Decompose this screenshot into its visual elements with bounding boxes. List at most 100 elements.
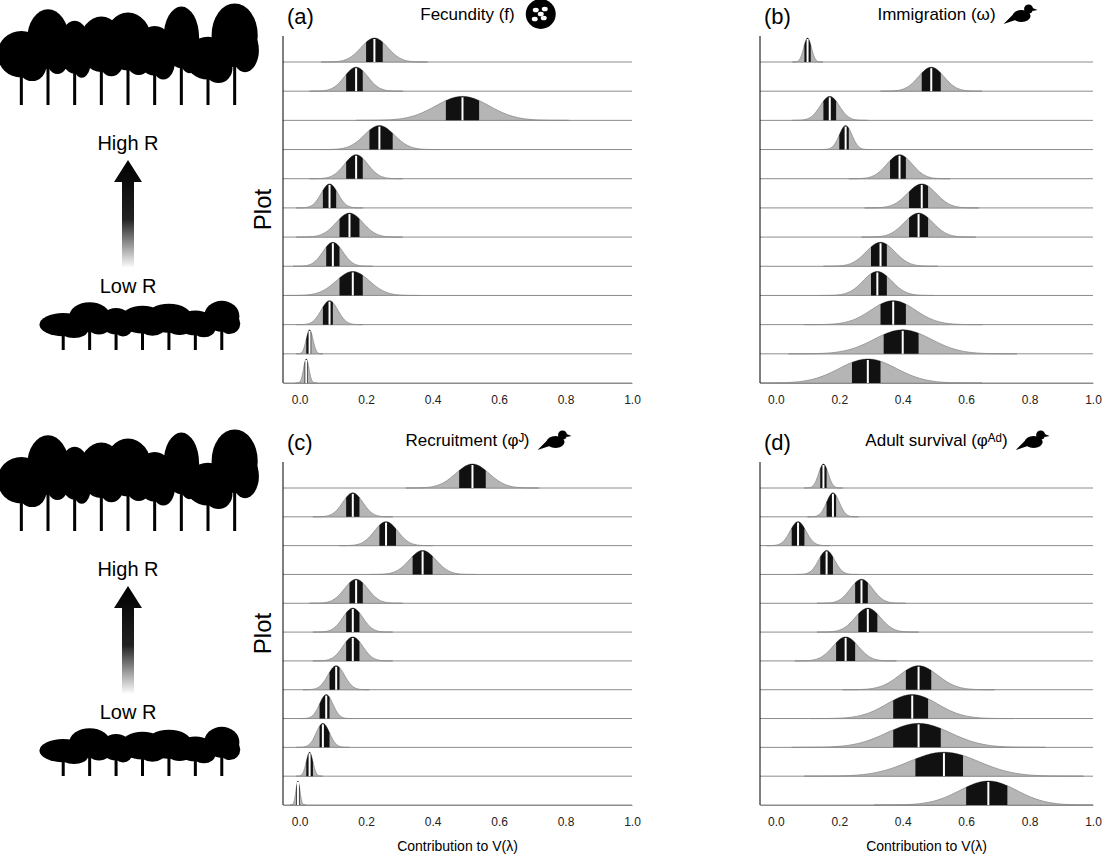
density: [313, 637, 393, 661]
low-label: Low R: [100, 701, 157, 723]
tick-label: 0.6: [491, 393, 508, 407]
median-line: [355, 580, 357, 603]
tick: 0.8: [558, 383, 575, 407]
tree-crown: [231, 454, 259, 498]
tick: 0.4: [895, 805, 912, 829]
density: [804, 464, 842, 488]
median-line: [867, 609, 869, 632]
interval-band: [346, 493, 359, 517]
tick-label: 0.0: [768, 393, 785, 407]
density: [310, 579, 403, 603]
density: [792, 38, 822, 62]
density: [290, 781, 306, 805]
tick-label: 0.8: [1022, 815, 1039, 829]
density: [804, 752, 1083, 776]
bird-icon: [1024, 5, 1033, 14]
tick-label: 0.4: [895, 393, 912, 407]
egg-icon: [541, 16, 547, 21]
tick: 0.2: [358, 805, 375, 829]
median-line: [355, 156, 357, 179]
density: [792, 723, 1046, 747]
interval-band: [346, 637, 359, 661]
median-line: [471, 465, 473, 488]
interval-band: [966, 781, 1007, 805]
interval-band: [871, 271, 887, 295]
tick-label: 1.0: [624, 393, 641, 407]
row-baseline: [283, 805, 632, 806]
interval-band: [915, 752, 963, 776]
tick: 0.2: [831, 805, 848, 829]
interval-band: [881, 301, 906, 325]
axis-line: [761, 383, 1094, 384]
median-line: [461, 97, 463, 120]
tick: 0.0: [292, 805, 309, 829]
tick-label: 0.4: [425, 815, 442, 829]
distributions: [766, 464, 1093, 805]
density: [286, 271, 419, 295]
figure: 0.00.20.40.60.81.0PlotFecundity (f)(a)Hi…: [0, 0, 1115, 863]
interval-band: [836, 637, 855, 661]
interval-band: [320, 723, 330, 747]
interval-band: [340, 271, 363, 295]
median-line: [987, 782, 989, 805]
row-baseline: [760, 149, 1093, 150]
gradient-arrow: [114, 586, 142, 694]
interval-band: [320, 695, 330, 719]
bird-icon: [538, 440, 550, 450]
interval-band: [823, 96, 836, 120]
bird-icon: [1045, 434, 1050, 437]
interval-band: [820, 550, 833, 574]
x-axis: 0.00.20.40.60.81.0: [761, 805, 1103, 829]
interval-band: [349, 579, 362, 603]
density: [842, 666, 994, 690]
median-line: [348, 214, 350, 237]
density: [296, 359, 317, 383]
density: [811, 695, 1014, 719]
y-axis-title: Plot: [249, 188, 276, 230]
tick-label: 0.2: [831, 393, 848, 407]
low-label: Low R: [100, 275, 157, 297]
bird-icon: [1033, 8, 1038, 11]
density: [808, 493, 859, 517]
interval-band: [804, 38, 810, 62]
median-line: [352, 494, 354, 517]
tick: 0.6: [491, 805, 508, 829]
density: [369, 550, 475, 574]
egg-icon: [542, 7, 548, 12]
interval-band: [922, 67, 941, 91]
median-line: [325, 696, 327, 719]
density: [296, 330, 323, 354]
tick: 0.8: [1022, 383, 1039, 407]
interval-band: [909, 184, 928, 208]
interval-band: [379, 522, 396, 546]
interval-band: [369, 126, 392, 150]
interval-band: [346, 67, 363, 91]
median-line: [373, 39, 375, 62]
bird-icon: [558, 431, 567, 440]
median-line: [921, 185, 923, 208]
density: [820, 271, 934, 295]
interval-band: [893, 723, 941, 747]
interval-band: [413, 550, 433, 574]
density: [296, 723, 349, 747]
tick-label: 1.0: [624, 815, 641, 829]
interval-band: [306, 330, 311, 354]
bird-icon: [1036, 431, 1045, 440]
tick-label: 0.6: [958, 393, 975, 407]
tick-label: 1.0: [1085, 815, 1102, 829]
median-line: [329, 302, 331, 325]
tick: 1.0: [1085, 805, 1102, 829]
interval-band: [884, 330, 919, 354]
median-line: [309, 331, 311, 354]
interval-band: [855, 579, 868, 603]
interval-band: [893, 695, 928, 719]
density: [766, 522, 829, 546]
interval-band: [459, 464, 486, 488]
median-line: [918, 724, 920, 747]
tick-label: 0.6: [958, 815, 975, 829]
median-line: [378, 127, 380, 150]
interval-band: [839, 126, 849, 150]
interval-band: [326, 242, 339, 266]
bird-icon: [567, 434, 572, 437]
panel-icon: [1004, 5, 1038, 25]
